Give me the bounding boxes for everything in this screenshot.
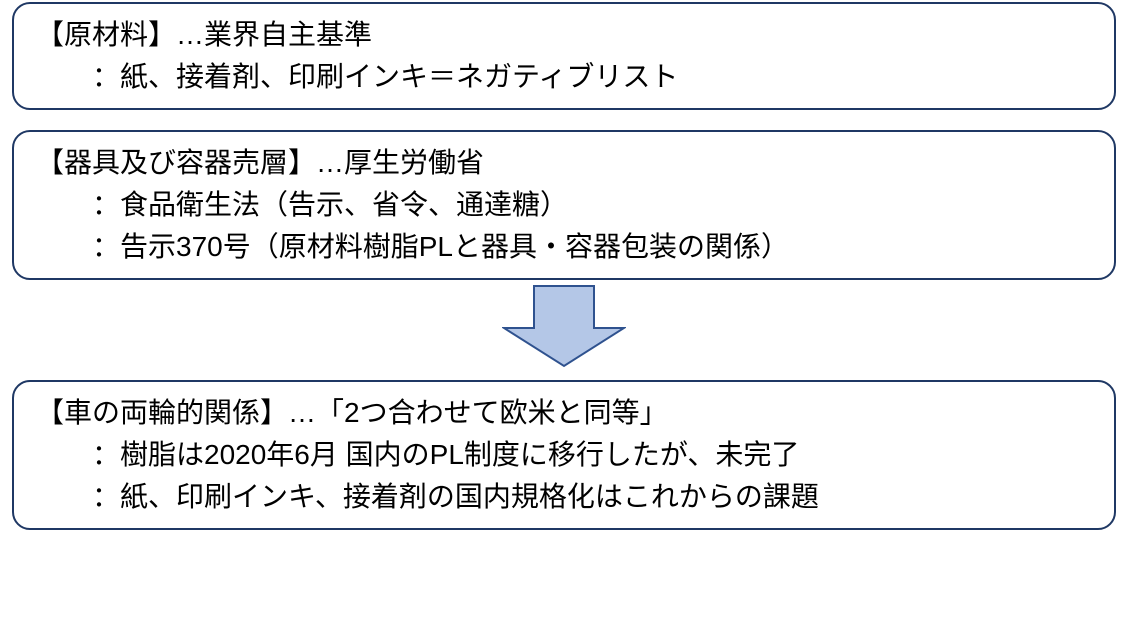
text: 【原材料】…業界自主基準	[36, 19, 372, 50]
text: ：紙、接着剤、印刷インキ＝ネガティブリスト	[36, 61, 678, 92]
box1-line1: 【原材料】…業界自主基準	[36, 14, 1114, 56]
box2-line2: ：食品衛生法（告示、省令、通達糖）	[36, 184, 1114, 226]
box2-line1: 【器具及び容器売層】…厚生労働省	[36, 142, 1114, 184]
box-two-wheels-relation: 【車の両輪的関係】…「2つ合わせて欧米と同等」 ：樹脂は2020年6月 国内のP…	[12, 380, 1116, 530]
box3-line1: 【車の両輪的関係】…「2つ合わせて欧米と同等」	[36, 392, 1114, 434]
box2-line3: ：告示370号（原材料樹脂PLと器具・容器包装の関係）	[36, 226, 1114, 268]
box-equipment-containers: 【器具及び容器売層】…厚生労働省 ：食品衛生法（告示、省令、通達糖） ：告示37…	[12, 130, 1116, 280]
box3-line2: ：樹脂は2020年6月 国内のPL制度に移行したが、未完了	[36, 434, 1114, 476]
down-arrow-icon	[502, 284, 626, 368]
faded-text: 料	[678, 61, 706, 92]
box1-line2: ：紙、接着剤、印刷インキ＝ネガティブリスト料	[36, 56, 1114, 98]
diagram-canvas: 【原材料】…業界自主基準 ：紙、接着剤、印刷インキ＝ネガティブリスト料 【器具及…	[0, 0, 1128, 628]
box-raw-materials: 【原材料】…業界自主基準 ：紙、接着剤、印刷インキ＝ネガティブリスト料	[12, 2, 1116, 110]
box3-line3: ：紙、印刷インキ、接着剤の国内規格化はこれからの課題	[36, 476, 1114, 518]
